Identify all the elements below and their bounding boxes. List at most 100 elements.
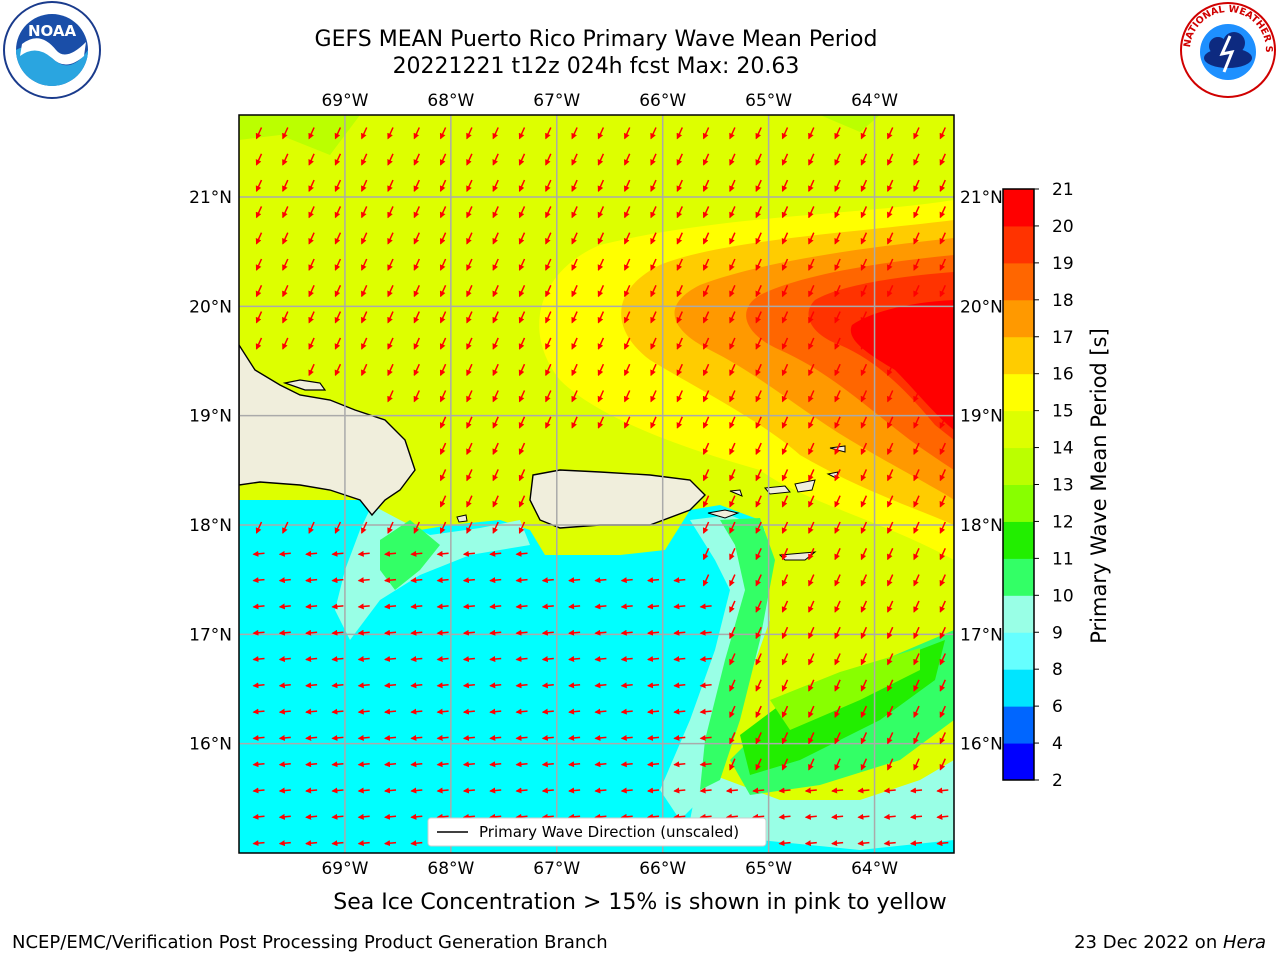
wave-arrow	[673, 603, 686, 610]
wave-arrow	[729, 626, 736, 640]
wave-arrow	[781, 311, 789, 324]
wave-arrow	[936, 787, 949, 794]
lat-label-right: 21°N	[960, 188, 1003, 208]
wave-arrow	[887, 311, 894, 324]
wave-arrow	[541, 813, 554, 820]
wave-arrow	[729, 390, 736, 403]
wave-arrow	[702, 574, 710, 587]
wave-arrow	[781, 363, 789, 377]
wave-arrow	[939, 258, 946, 271]
wave-arrow	[860, 758, 868, 771]
wave-arrow	[755, 284, 762, 298]
wave-arrow	[650, 311, 657, 324]
wave-arrow	[887, 521, 894, 534]
wave-arrow	[887, 574, 894, 587]
wave-arrow	[384, 577, 397, 584]
wave-arrow	[781, 574, 789, 587]
wave-arrow	[462, 734, 475, 741]
wave-arrow	[834, 732, 841, 745]
period-band-10-11-west	[380, 520, 440, 590]
wave-arrow	[887, 442, 894, 456]
wave-arrow	[305, 840, 318, 847]
lat-label-left: 19°N	[189, 407, 232, 427]
wave-arrow	[541, 577, 554, 584]
wave-arrow	[597, 127, 605, 140]
wave-arrow	[913, 363, 920, 377]
credit-right: 23 Dec 2022 on Hera	[1074, 932, 1266, 953]
wave-arrow	[620, 577, 633, 584]
wave-arrow	[729, 574, 736, 587]
wave-arrow	[939, 153, 946, 166]
wave-arrow	[729, 337, 736, 350]
wave-arrow	[334, 258, 342, 271]
wave-arrow	[331, 787, 344, 794]
wave-arrow	[755, 469, 762, 482]
wave-arrow	[462, 682, 475, 689]
wave-arrow	[729, 442, 736, 456]
wave-arrow	[781, 495, 789, 508]
wave-arrow	[729, 521, 736, 534]
wave-arrow	[410, 656, 423, 663]
wave-arrow	[545, 258, 552, 271]
wave-arrow	[808, 442, 815, 456]
wave-arrow	[436, 577, 449, 584]
wave-arrow	[545, 284, 552, 298]
wave-arrow	[702, 232, 710, 245]
wave-arrow	[781, 232, 789, 245]
wave-arrow	[357, 603, 370, 610]
wave-arrow	[282, 521, 289, 534]
wave-arrow	[860, 679, 868, 692]
wave-arrow	[913, 574, 920, 587]
wave-arrow	[594, 734, 607, 741]
lon-label-top: 64°W	[851, 91, 898, 111]
wave-arrow	[489, 708, 502, 715]
colorbar-label: Primary Wave Mean Period [s]	[1087, 328, 1111, 644]
colorbar-tick-label: 18	[1052, 291, 1074, 311]
wave-arrow	[620, 629, 633, 636]
wave-arrow	[834, 390, 841, 403]
wave-arrow	[699, 734, 712, 741]
wave-arrow	[466, 363, 473, 377]
wave-arrow	[676, 179, 683, 193]
wave-arrow	[624, 311, 631, 324]
wave-arrow	[831, 840, 844, 847]
wave-arrow	[755, 153, 762, 166]
wave-arrow	[413, 232, 420, 245]
hispaniola-land	[239, 343, 416, 517]
wave-arrow	[545, 153, 552, 166]
wave-arrow	[594, 813, 607, 820]
wave-arrow	[387, 127, 394, 140]
wave-arrow	[702, 495, 710, 508]
wave-arrow	[466, 521, 473, 534]
wave-arrow	[755, 653, 762, 666]
wave-arrow	[541, 761, 554, 768]
wave-arrow	[834, 153, 841, 166]
wave-arrow	[255, 521, 263, 534]
colorbar-tick-label: 19	[1052, 254, 1074, 274]
wave-arrow	[331, 550, 344, 557]
wave-arrow	[913, 705, 920, 719]
wave-arrow	[357, 656, 370, 663]
wave-arrow	[571, 363, 578, 377]
wave-arrow	[331, 734, 344, 741]
wave-arrow	[331, 656, 344, 663]
wave-arrow	[489, 656, 502, 663]
wave-arrow	[462, 656, 475, 663]
vieques-island	[707, 509, 740, 519]
wave-arrow	[308, 179, 315, 193]
colorbar-tick-label: 8	[1052, 660, 1063, 680]
wave-arrow	[466, 206, 473, 219]
lat-label-right: 18°N	[960, 516, 1003, 536]
wave-arrow	[492, 337, 499, 350]
wave-arrow	[462, 761, 475, 768]
wave-arrow	[515, 550, 528, 557]
wave-arrow	[939, 442, 946, 456]
credit-date: 23 Dec 2022 on	[1074, 932, 1223, 953]
wave-arrow	[834, 679, 841, 692]
lon-label-top: 67°W	[533, 91, 580, 111]
wave-arrow	[361, 363, 368, 377]
wave-arrow	[834, 416, 841, 429]
wave-arrow	[887, 679, 894, 692]
wave-arrow	[545, 206, 552, 219]
wave-arrow	[413, 390, 420, 403]
